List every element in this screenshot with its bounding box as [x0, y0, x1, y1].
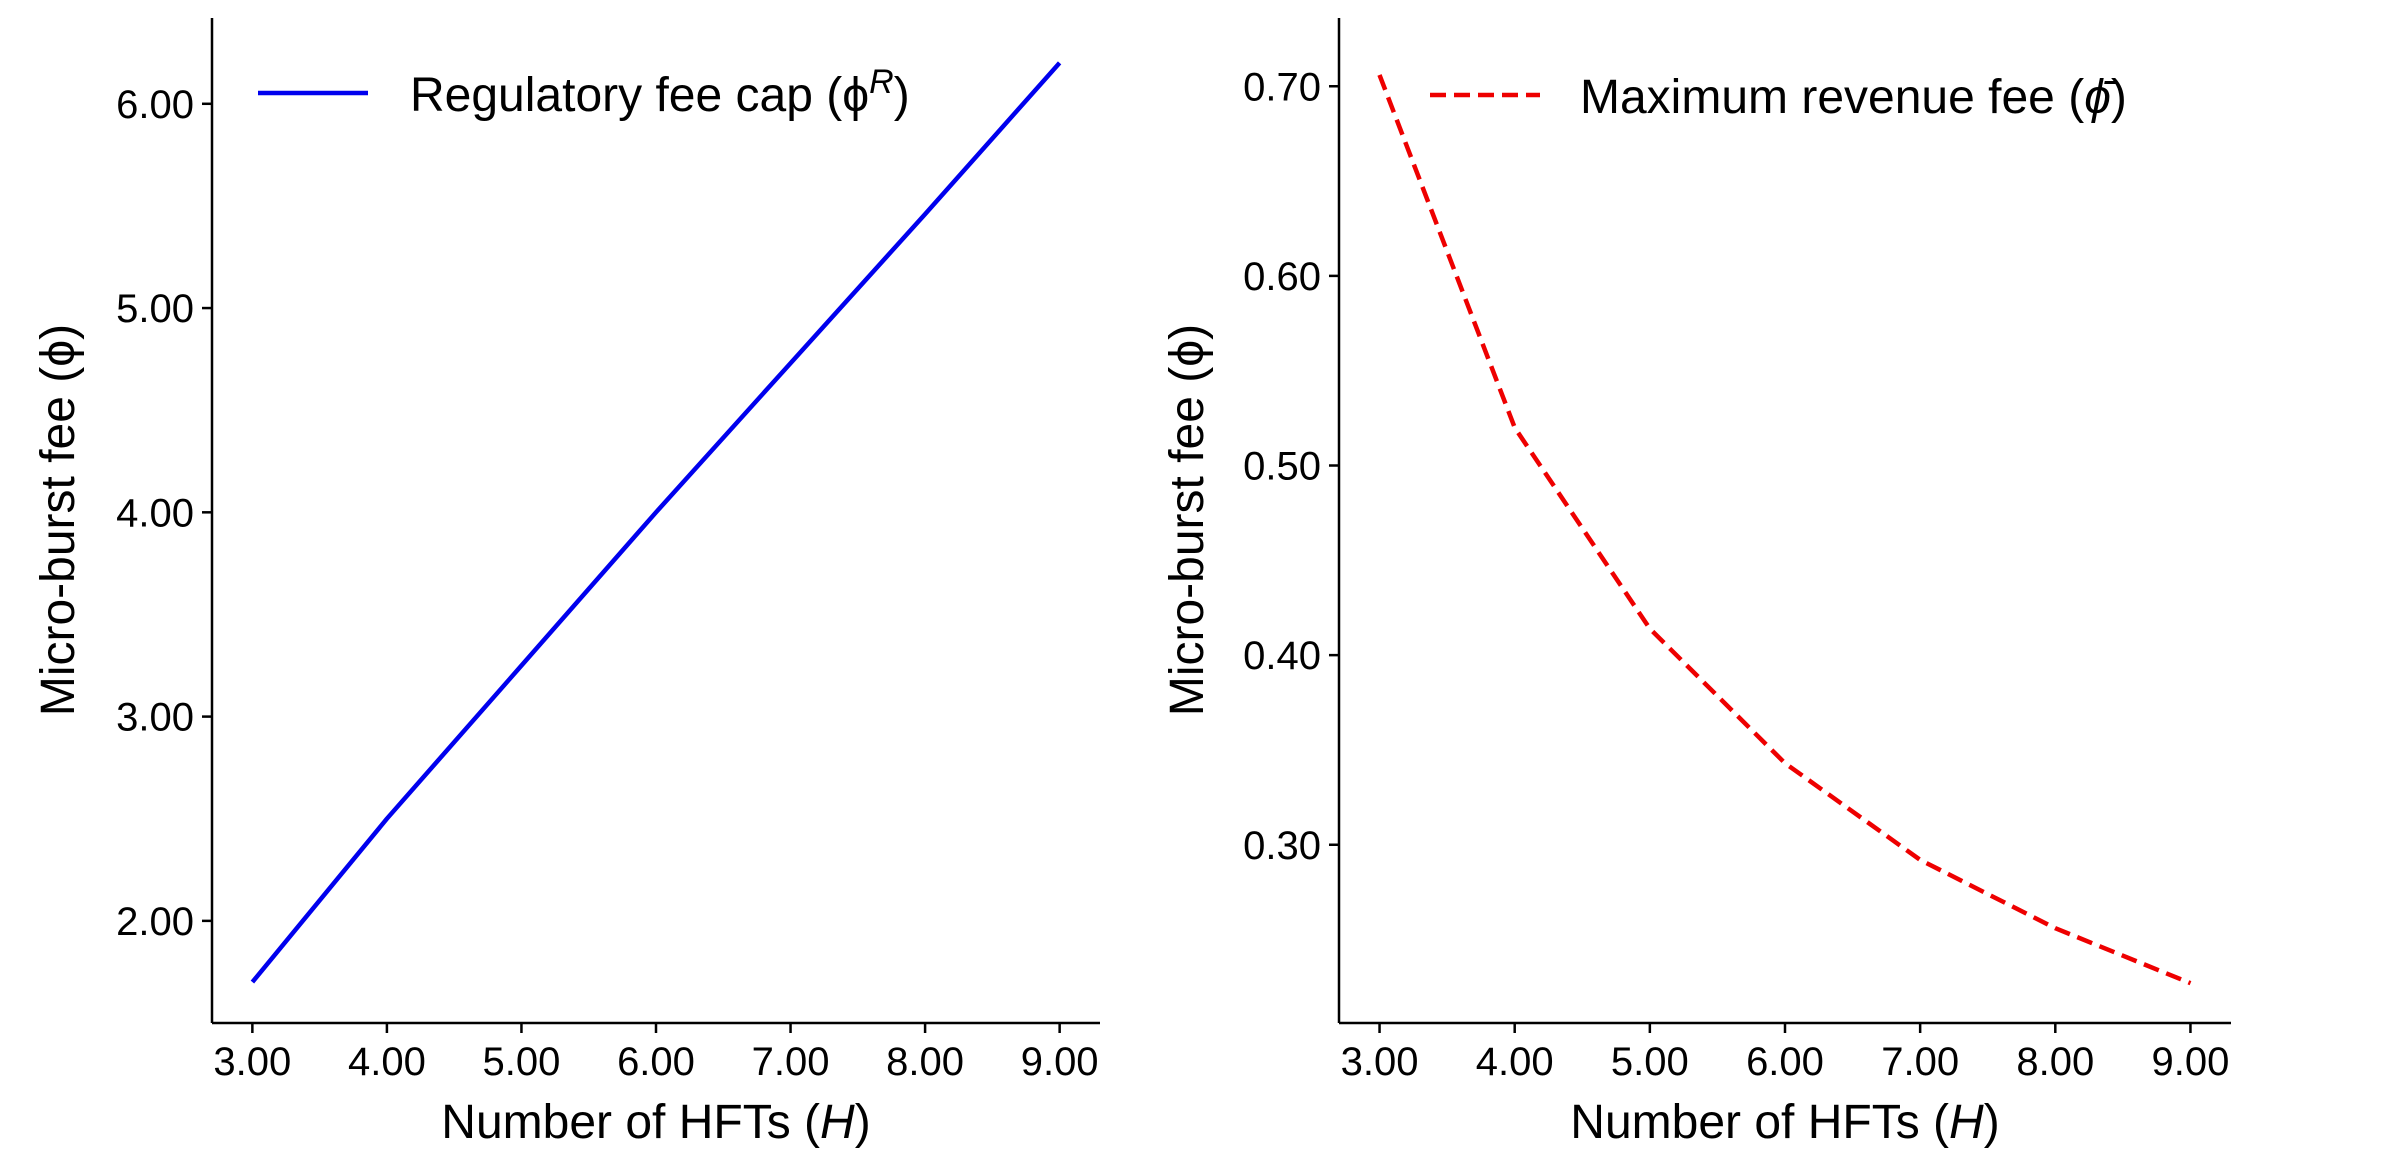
y-tick-label: 3.00 — [116, 696, 194, 740]
right-x-axis-label: Number of HFTs (H) — [1570, 1096, 1999, 1149]
x-tick-label: 6.00 — [617, 1040, 695, 1084]
y-tick-label: 0.60 — [1243, 255, 1321, 299]
x-tick-label: 6.00 — [1746, 1040, 1824, 1084]
x-tick-label: 7.00 — [752, 1040, 830, 1084]
right-chart-panel: 3.00 4.00 5.00 6.00 7.00 8.00 9.00 0.30 0.40 0.5… — [1161, 18, 2231, 1149]
left-y-axis-label: Micro-burst fee (ϕ) — [32, 324, 85, 716]
x-tick-label: 9.00 — [1021, 1040, 1099, 1084]
x-tick-label: 5.00 — [483, 1040, 561, 1084]
series-line-regulatory-fee-cap — [250, 61, 1062, 984]
x-tick-label: 8.00 — [886, 1040, 964, 1084]
x-tick-label: 3.00 — [213, 1040, 291, 1084]
right-y-axis-label: Micro-burst fee (ϕ) — [1161, 324, 1214, 716]
x-tick-label: 3.00 — [1341, 1040, 1419, 1084]
y-tick-label: 0.40 — [1243, 634, 1321, 678]
x-tick-label: 4.00 — [348, 1040, 426, 1084]
left-legend: Regulatory fee cap (ϕR) — [258, 63, 910, 122]
left-x-ticks: 3.00 4.00 5.00 6.00 7.00 8.00 9.00 — [213, 1023, 1099, 1084]
y-tick-label: 0.30 — [1243, 824, 1321, 868]
x-tick-label: 5.00 — [1611, 1040, 1689, 1084]
x-tick-label: 9.00 — [2152, 1040, 2230, 1084]
y-tick-label: 2.00 — [116, 900, 194, 944]
left-x-axis-label: Number of HFTs (H) — [441, 1096, 870, 1149]
y-tick-label: 0.50 — [1243, 445, 1321, 489]
y-tick-label: 5.00 — [116, 287, 194, 331]
y-tick-label: 6.00 — [116, 83, 194, 127]
left-chart-panel: 3.00 4.00 5.00 6.00 7.00 8.00 9.00 2.00 3.00 4.0… — [32, 18, 1100, 1149]
x-tick-label: 4.00 — [1476, 1040, 1554, 1084]
right-legend-label: Maximum revenue fee (ϕ̄) — [1580, 71, 2127, 124]
right-legend: Maximum revenue fee (ϕ̄) — [1430, 71, 2127, 124]
y-tick-label: 4.00 — [116, 491, 194, 535]
right-plot-area — [1377, 74, 2192, 986]
left-legend-label: Regulatory fee cap (ϕR) — [410, 63, 910, 122]
right-x-ticks: 3.00 4.00 5.00 6.00 7.00 8.00 9.00 — [1341, 1023, 2230, 1084]
right-y-ticks: 0.30 0.40 0.50 0.60 0.70 — [1243, 65, 1339, 868]
left-y-ticks: 2.00 3.00 4.00 5.00 6.00 — [116, 83, 212, 944]
y-tick-label: 0.70 — [1243, 65, 1321, 109]
series-line-maximum-revenue-fee — [1377, 74, 2192, 986]
x-tick-label: 8.00 — [2016, 1040, 2094, 1084]
x-tick-label: 7.00 — [1881, 1040, 1959, 1084]
left-plot-area — [250, 61, 1062, 984]
